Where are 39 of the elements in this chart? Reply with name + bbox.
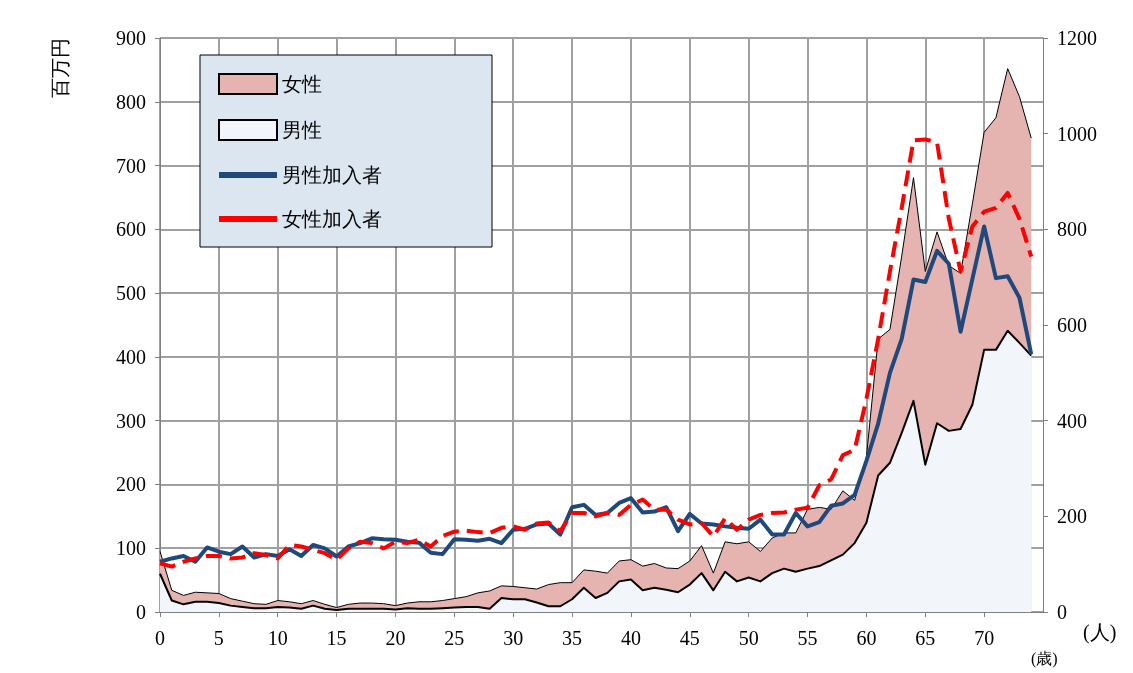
y-tick-label: 200: [116, 473, 146, 496]
y-tick-label: 500: [116, 282, 146, 305]
y-tick-label: 0: [136, 601, 146, 623]
y2-tick-label: 400: [1057, 409, 1087, 432]
legend-label: 男性加入者: [282, 164, 382, 186]
x-tick-label: 60: [856, 627, 877, 649]
y-tick-label: 900: [116, 27, 146, 49]
y2-tick-label: 200: [1057, 505, 1087, 528]
legend-label: 女性: [282, 73, 322, 95]
y-tick-label: 300: [116, 409, 146, 432]
x-tick-label: 0: [155, 627, 165, 649]
x-tick-label: 70: [974, 627, 995, 649]
y-tick-label: 100: [116, 537, 146, 560]
y2-tick-label: 800: [1057, 218, 1087, 241]
y-tick-label: 800: [116, 90, 146, 113]
y2-axis-title: (人): [1083, 621, 1117, 644]
legend-label: 女性加入者: [282, 208, 382, 230]
x-tick-label: 55: [797, 627, 818, 649]
x-tick-label: 40: [620, 627, 641, 649]
y2-tick-label: 0: [1057, 601, 1067, 623]
y-tick-label: 600: [116, 218, 146, 241]
x-tick-label: 10: [267, 627, 288, 649]
x-tick-label: 50: [738, 627, 759, 649]
x-tick-label: 5: [213, 627, 224, 649]
x-tick-label: 65: [915, 627, 936, 649]
y2-tick-label: 1000: [1057, 122, 1097, 145]
y-axis-title: 百万円: [49, 38, 71, 98]
y-tick-label: 400: [116, 345, 146, 368]
x-tick-label: 30: [503, 627, 524, 649]
legend-label: 男性: [282, 119, 322, 141]
y2-tick-label: 1200: [1057, 27, 1097, 49]
x-tick-label: 20: [385, 627, 406, 649]
x-tick-label: 15: [326, 627, 347, 649]
y-tick-label: 700: [116, 154, 146, 177]
x-axis-title: (歳): [1031, 649, 1058, 668]
x-tick-label: 25: [444, 627, 465, 649]
y2-tick-label: 600: [1057, 314, 1087, 336]
x-tick-label: 35: [562, 627, 583, 649]
x-tick-label: 45: [679, 627, 700, 649]
